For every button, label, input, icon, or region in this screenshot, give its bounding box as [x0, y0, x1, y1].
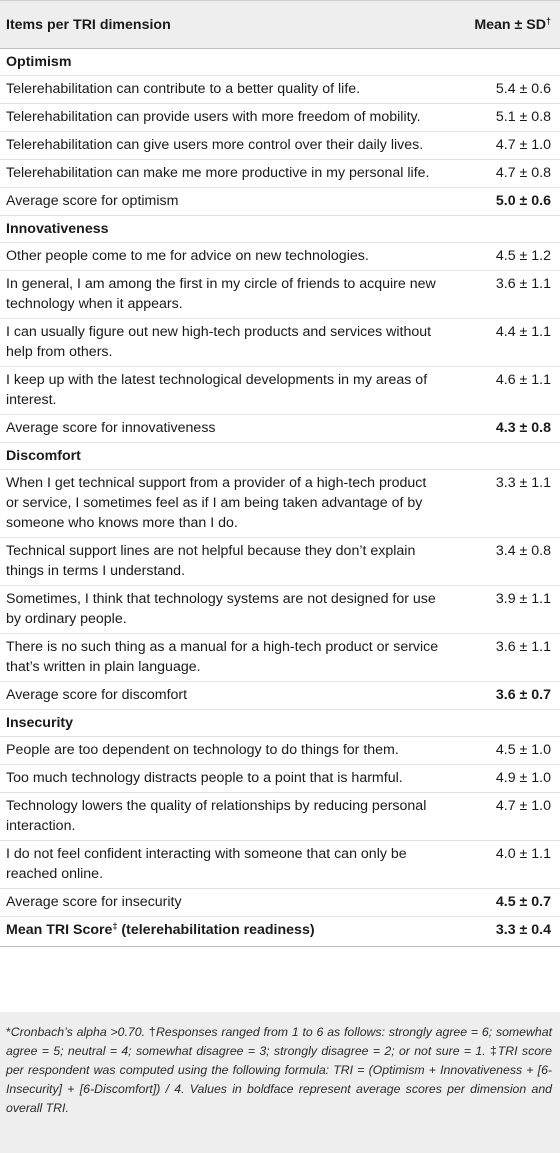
item-value: 3.9 ± 1.1: [440, 585, 560, 634]
table-row: Telerehabilitation can provide users wit…: [0, 103, 560, 132]
item-text: Telerehabilitation can contribute to a b…: [0, 75, 440, 104]
table-row: Technical support lines are not helpful …: [0, 537, 560, 586]
total-ddagger: ‡: [112, 921, 118, 931]
average-label: Average score for innovativeness: [0, 414, 440, 443]
footnote-dagger-text: Responses ranged from 1 to 6 as follows:…: [6, 1025, 552, 1058]
table-row: Other people come to me for advice on ne…: [0, 242, 560, 271]
section-row: Optimism: [0, 48, 560, 76]
header-items: Items per TRI dimension: [0, 0, 440, 49]
table-footnote: *Cronbach’s alpha >0.70. †Responses rang…: [0, 1012, 560, 1153]
section-title: Optimism: [0, 48, 560, 76]
table-row: Telerehabilitation can give users more c…: [0, 131, 560, 160]
footnote-ddagger-text: TRI score per respondent was computed us…: [6, 1044, 552, 1115]
average-row: Average score for discomfort 3.6 ± 0.7: [0, 681, 560, 710]
item-text: There is no such thing as a manual for a…: [0, 633, 440, 682]
item-value: 5.1 ± 0.8: [440, 103, 560, 132]
item-text: Technical support lines are not helpful …: [0, 537, 440, 586]
average-value: 4.5 ± 0.7: [440, 888, 560, 917]
item-value: 3.6 ± 1.1: [440, 270, 560, 319]
table-row: Sometimes, I think that technology syste…: [0, 585, 560, 634]
table-row: People are too dependent on technology t…: [0, 736, 560, 765]
tri-table: Items per TRI dimension Mean ± SD† Optim…: [0, 0, 560, 947]
item-value: 4.5 ± 1.0: [440, 736, 560, 765]
average-value: 3.6 ± 0.7: [440, 681, 560, 710]
table-row: In general, I am among the first in my c…: [0, 270, 560, 319]
average-row: Average score for insecurity 4.5 ± 0.7: [0, 888, 560, 917]
footnote-star-text: Cronbach’s alpha >0.70.: [10, 1025, 149, 1039]
item-text: In general, I am among the first in my c…: [0, 270, 440, 319]
average-row: Average score for optimism 5.0 ± 0.6: [0, 187, 560, 216]
section-row: Insecurity: [0, 709, 560, 737]
section-row: Innovativeness: [0, 215, 560, 243]
item-text: Telerehabilitation can give users more c…: [0, 131, 440, 160]
item-value: 3.6 ± 1.1: [440, 633, 560, 682]
total-row: Mean TRI Score‡ (telerehabilitation read…: [0, 916, 560, 947]
header-dagger: †: [545, 15, 551, 26]
item-text: Telerehabilitation can make me more prod…: [0, 159, 440, 188]
table-row: When I get technical support from a prov…: [0, 469, 560, 538]
average-label: Average score for discomfort: [0, 681, 440, 710]
item-value: 5.4 ± 0.6: [440, 75, 560, 104]
header-mean-sd: Mean ± SD†: [440, 0, 560, 49]
item-value: 4.7 ± 1.0: [440, 131, 560, 160]
average-label: Average score for insecurity: [0, 888, 440, 917]
item-value: 4.4 ± 1.1: [440, 318, 560, 367]
item-text: When I get technical support from a prov…: [0, 469, 440, 538]
item-value: 3.4 ± 0.8: [440, 537, 560, 586]
average-row: Average score for innovativeness 4.3 ± 0.…: [0, 414, 560, 443]
table-row: I can usually figure out new high-tech p…: [0, 318, 560, 367]
table-row: Too much technology distracts people to …: [0, 764, 560, 793]
header-mean-sd-label: Mean ± SD: [474, 16, 546, 33]
total-label-cell: Mean TRI Score‡ (telerehabilitation read…: [0, 916, 440, 947]
section-title: Insecurity: [0, 709, 560, 737]
table-row: Telerehabilitation can contribute to a b…: [0, 75, 560, 104]
item-text: Telerehabilitation can provide users wit…: [0, 103, 440, 132]
total-value: 3.3 ± 0.4: [440, 916, 560, 947]
table-row: Technology lowers the quality of relatio…: [0, 792, 560, 841]
footnote-dagger: †: [148, 1025, 157, 1039]
section-title: Innovativeness: [0, 215, 560, 243]
item-text: People are too dependent on technology t…: [0, 736, 440, 765]
item-text: Technology lowers the quality of relatio…: [0, 792, 440, 841]
table-row: Telerehabilitation can make me more prod…: [0, 159, 560, 188]
item-value: 4.0 ± 1.1: [440, 840, 560, 889]
average-value: 4.3 ± 0.8: [440, 414, 560, 443]
item-text: I can usually figure out new high-tech p…: [0, 318, 440, 367]
item-text: Sometimes, I think that technology syste…: [0, 585, 440, 634]
total-suffix: (telerehabilitation readiness): [117, 922, 315, 938]
table-row: I keep up with the latest technological …: [0, 366, 560, 415]
section-row: Discomfort: [0, 442, 560, 470]
total-label: Mean TRI Score: [6, 922, 113, 938]
average-label: Average score for optimism: [0, 187, 440, 216]
item-text: I do not feel confident interacting with…: [0, 840, 440, 889]
table-row: There is no such thing as a manual for a…: [0, 633, 560, 682]
item-text: I keep up with the latest technological …: [0, 366, 440, 415]
footnote-ddagger: ‡: [490, 1044, 498, 1058]
table-header-row: Items per TRI dimension Mean ± SD†: [0, 0, 560, 49]
item-text: Other people come to me for advice on ne…: [0, 242, 440, 271]
item-value: 4.5 ± 1.2: [440, 242, 560, 271]
item-value: 4.6 ± 1.1: [440, 366, 560, 415]
item-value: 4.7 ± 0.8: [440, 159, 560, 188]
item-text: Too much technology distracts people to …: [0, 764, 440, 793]
table-body: Optimism Telerehabilitation can contribut…: [0, 48, 560, 947]
section-title: Discomfort: [0, 442, 560, 470]
item-value: 4.7 ± 1.0: [440, 792, 560, 841]
footnote-star: *: [6, 1025, 11, 1039]
item-value: 3.3 ± 1.1: [440, 469, 560, 538]
table-row: I do not feel confident interacting with…: [0, 840, 560, 889]
item-value: 4.9 ± 1.0: [440, 764, 560, 793]
average-value: 5.0 ± 0.6: [440, 187, 560, 216]
